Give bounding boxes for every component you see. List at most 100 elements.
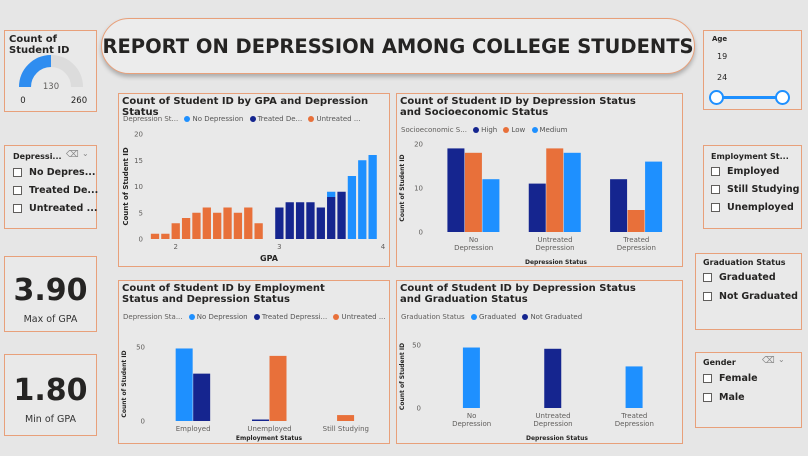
chart-graduation-legend: Graduation Status Graduated Not Graduate… [401, 313, 582, 321]
chart-socio-legend: Socioeconomic S... High Low Medium [401, 126, 568, 134]
checkbox[interactable] [703, 374, 712, 383]
x-tick-label: Treated Depression [615, 412, 654, 428]
graduation-slicer: Graduation Status Graduated Not Graduate… [695, 253, 802, 330]
chevron-down-icon[interactable]: ⌄ [82, 149, 89, 158]
kpi-max-gpa-value: 3.90 [13, 273, 88, 308]
y-tick-label: 0 [417, 405, 421, 413]
checkbox[interactable] [13, 186, 22, 195]
chart-gpa-card[interactable]: Count of Student ID by GPA and Depressio… [118, 93, 390, 267]
age-slider-min-handle[interactable] [709, 90, 724, 105]
depression-option[interactable]: Treated De... [13, 185, 98, 196]
employment-option[interactable]: Unemployed [711, 202, 794, 213]
kpi-min-gpa-label: Min of GPA [24, 414, 77, 425]
checkbox[interactable] [13, 168, 22, 177]
depression-option[interactable]: No Depres... [13, 167, 96, 178]
checkbox[interactable] [13, 204, 22, 213]
chart-employment-legend: Depression Sta... No Depression Treated … [123, 313, 386, 321]
report-title: REPORT ON DEPRESSION AMONG COLLEGE STUDE… [101, 18, 695, 74]
y-axis-label: Count of Student ID [121, 350, 128, 417]
bar [327, 191, 336, 197]
age-min-value: 19 [717, 52, 728, 61]
graduation-option[interactable]: Not Graduated [703, 291, 798, 302]
x-tick-label: 4 [381, 243, 386, 251]
depression-slicer-title: Depressi... [13, 152, 62, 161]
gauge-min: 0 [20, 96, 25, 106]
x-tick-label: 3 [277, 243, 281, 251]
legend-item: No Depression [192, 115, 244, 123]
bar [337, 191, 346, 239]
chart-socio-card[interactable]: Count of Student ID by Depression Status… [396, 93, 683, 267]
chart-graduation-card[interactable]: Count of Student ID by Depression Status… [396, 280, 683, 444]
gender-option[interactable]: Female [703, 373, 758, 384]
checkbox[interactable] [703, 292, 712, 301]
checkbox[interactable] [711, 203, 720, 212]
gauge-title: Count of Student ID [9, 34, 70, 56]
age-slider-track[interactable] [716, 96, 782, 99]
legend-title: Graduation Status [401, 313, 465, 321]
bar [181, 218, 191, 239]
chart-graduation-plot: 0 50 Count of Student ID No Depression Untrea… [399, 342, 654, 443]
age-slider-max-handle[interactable] [775, 90, 790, 105]
y-tick-label: 10 [414, 185, 423, 193]
x-tick-label: Treated Depression [617, 236, 656, 252]
chevron-down-icon[interactable]: ⌄ [778, 355, 785, 364]
bar [285, 202, 294, 239]
bar [254, 223, 263, 239]
y-tick-label: 0 [139, 236, 143, 244]
x-tick-label: Still Studying [323, 425, 369, 433]
chart-gpa-title: Count of Student ID by GPA and Depressio… [122, 96, 369, 118]
legend-dot [188, 313, 195, 320]
bar [161, 233, 170, 239]
gender-slicer-title: Gender [703, 358, 736, 367]
bar [223, 207, 232, 239]
y-tick-label: 15 [134, 157, 143, 165]
chart-graduation-title: Count of Student ID by Depression Status… [400, 283, 636, 305]
bar [368, 155, 377, 239]
employment-slicer: Employment St... Employed Still Studying… [703, 145, 802, 229]
bar [213, 212, 222, 239]
bar [447, 148, 465, 232]
depression-option[interactable]: Untreated ... [13, 203, 97, 214]
graduation-option[interactable]: Graduated [703, 272, 776, 283]
x-tick-label: Employed [176, 425, 211, 433]
y-tick-label: 50 [412, 342, 421, 350]
option-label: Employed [727, 166, 780, 177]
employment-option[interactable]: Still Studying [711, 184, 799, 195]
bar [347, 176, 357, 239]
legend-title: Depression St... [123, 115, 179, 123]
bar [482, 179, 500, 232]
kpi-max-gpa-card: 3.90 Max of GPA [4, 256, 97, 332]
legend-item: High [481, 126, 498, 134]
chart-socio-plot: 0 10 20 Count of Student ID No Depression Untr… [399, 141, 663, 266]
chart-employment-plot: 0 50 Count of Student ID Employed Unemployed… [121, 344, 369, 443]
bar [625, 366, 643, 408]
age-slider-title: Age [712, 35, 728, 43]
bar [462, 347, 480, 408]
eraser-icon[interactable]: ⌫ [762, 356, 775, 366]
bar [252, 419, 269, 421]
option-label: Unemployed [727, 202, 794, 213]
gauge-card[interactable]: Count of Student ID 130 0 260 [4, 30, 97, 112]
bar [563, 152, 581, 232]
checkbox[interactable] [711, 167, 720, 176]
checkbox[interactable] [711, 185, 720, 194]
chart-employment-card[interactable]: Count of Student ID by Employment Status… [118, 280, 390, 444]
eraser-icon[interactable]: ⌫ [66, 150, 79, 160]
employment-slicer-title: Employment St... [711, 152, 789, 161]
employment-option[interactable]: Employed [711, 166, 779, 177]
age-max-value: 24 [717, 73, 728, 82]
legend-dot [503, 126, 510, 133]
x-tick-label: No Depression [454, 236, 493, 252]
bar [528, 183, 546, 232]
option-label: Male [719, 392, 745, 403]
checkbox[interactable] [703, 273, 712, 282]
checkbox[interactable] [703, 393, 712, 402]
gauge-value: 130 [43, 82, 59, 92]
legend-dot [470, 313, 477, 320]
legend-item: Not Graduated [530, 313, 583, 321]
bar [316, 207, 325, 239]
gender-option[interactable]: Male [703, 392, 745, 403]
gauge-fill [19, 55, 52, 88]
x-tick-label: Untreated Depression [535, 236, 574, 252]
legend-dot [531, 126, 538, 133]
